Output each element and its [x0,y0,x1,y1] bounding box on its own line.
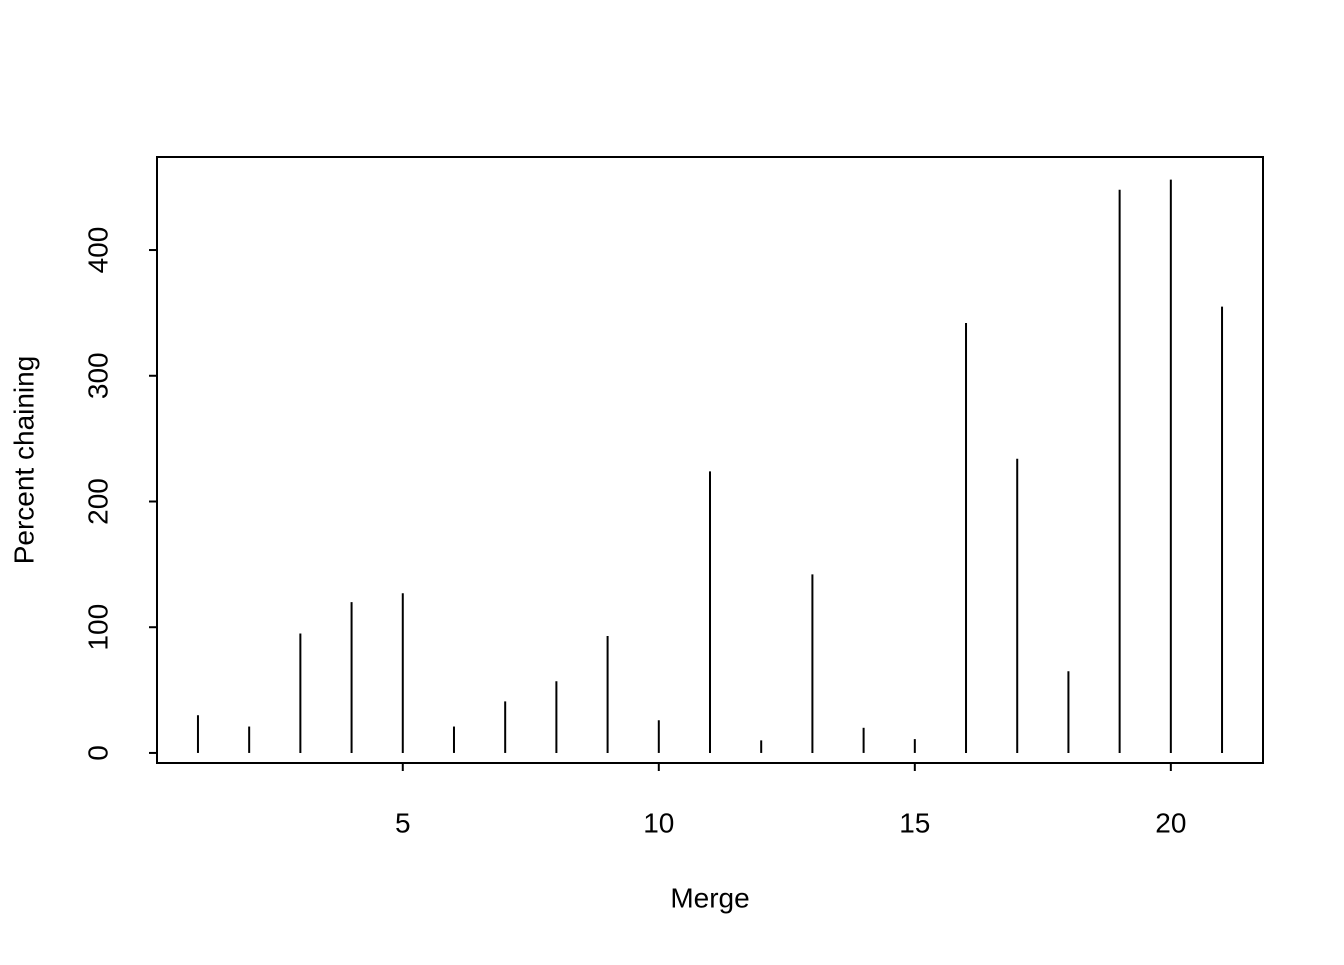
y-tick-label: 200 [82,478,113,525]
x-axis-label: Merge [670,882,749,913]
y-axis-label: Percent chaining [8,356,39,565]
x-tick-label: 20 [1155,807,1186,838]
x-tick-label: 10 [643,807,674,838]
y-tick-label: 400 [82,227,113,274]
x-tick-label: 5 [395,807,411,838]
x-tick-label: 15 [899,807,930,838]
y-tick-label: 0 [82,745,113,761]
y-tick-label: 300 [82,352,113,399]
y-tick-label: 100 [82,604,113,651]
